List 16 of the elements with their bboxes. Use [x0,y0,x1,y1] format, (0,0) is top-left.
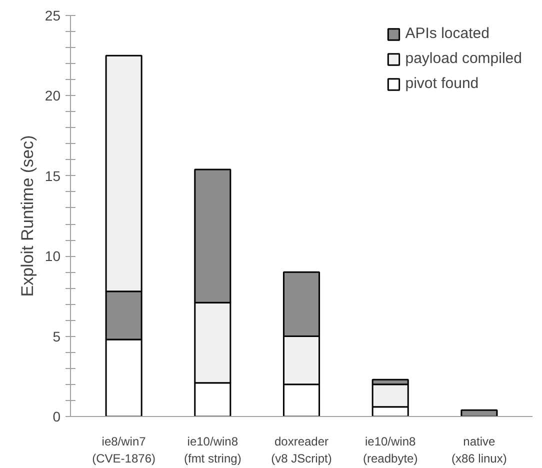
y-tick-label: 15 [44,168,61,184]
legend-label: payload compiled [405,50,522,67]
x-tick-label: doxreader (v8 JScript) [271,434,332,466]
x-tick-label: ie10/win8 (readbyte) [363,434,418,466]
y-tick-label: 20 [44,88,61,104]
legend-label: APIs located [405,25,490,42]
x-tick-label: ie8/win7 (CVE-1876) [92,434,156,466]
y-tick-label: 0 [52,408,61,424]
x-tick-label: native (x86 linux) [452,434,507,466]
y-axis-title: Exploit Runtime (sec) [18,135,37,297]
y-tick-label: 25 [44,8,61,24]
legend-label: pivot found [405,75,479,92]
y-tick-label: 5 [52,328,61,344]
x-tick-label: ie10/win8 (fmt string) [184,434,242,466]
bar [460,409,498,416]
y-tick-label: 10 [44,248,61,264]
